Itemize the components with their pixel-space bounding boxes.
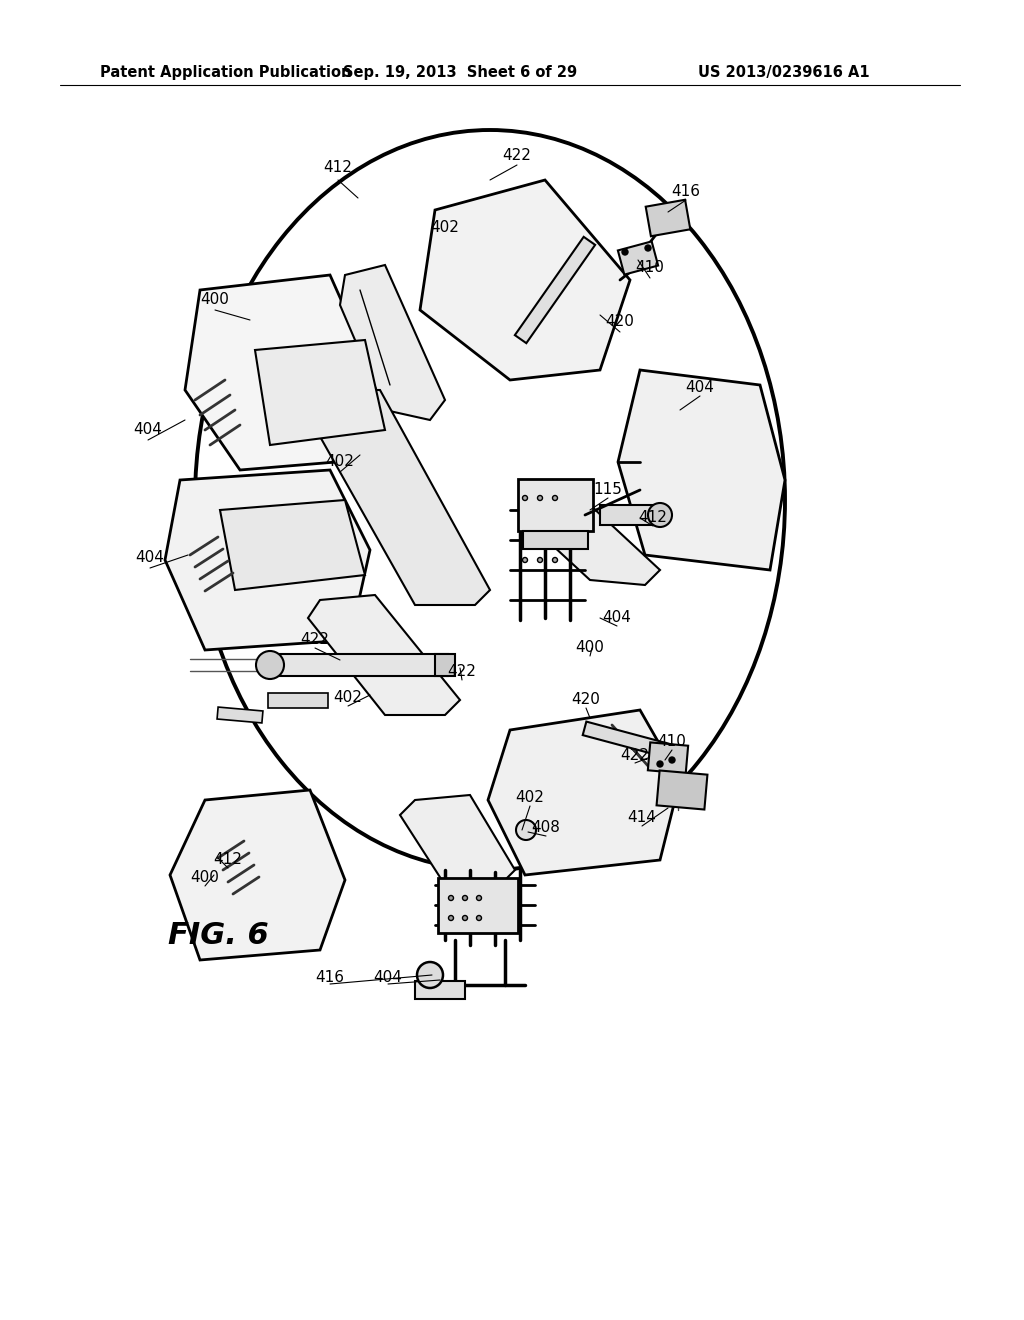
- Circle shape: [669, 756, 675, 763]
- Polygon shape: [170, 789, 345, 960]
- Circle shape: [522, 557, 527, 562]
- Text: Sep. 19, 2013  Sheet 6 of 29: Sep. 19, 2013 Sheet 6 of 29: [343, 65, 578, 79]
- Circle shape: [538, 557, 543, 562]
- Polygon shape: [600, 506, 660, 525]
- Polygon shape: [515, 236, 595, 343]
- Polygon shape: [268, 693, 328, 708]
- Polygon shape: [420, 180, 630, 380]
- Text: 412: 412: [214, 853, 243, 867]
- Text: 410: 410: [636, 260, 665, 276]
- Circle shape: [417, 962, 443, 987]
- Polygon shape: [517, 479, 593, 531]
- Text: 422: 422: [621, 747, 649, 763]
- Polygon shape: [488, 710, 680, 875]
- Polygon shape: [185, 275, 370, 470]
- Text: 402: 402: [334, 690, 362, 705]
- Text: 404: 404: [374, 970, 402, 986]
- Text: 404: 404: [685, 380, 715, 396]
- Circle shape: [463, 916, 468, 920]
- Text: 402: 402: [515, 791, 545, 805]
- Text: FIG. 6: FIG. 6: [168, 920, 268, 949]
- Text: 402: 402: [326, 454, 354, 470]
- Polygon shape: [415, 981, 465, 999]
- Polygon shape: [656, 771, 708, 809]
- Circle shape: [522, 495, 527, 500]
- Polygon shape: [220, 500, 365, 590]
- Polygon shape: [255, 341, 385, 445]
- Text: 402: 402: [430, 220, 460, 235]
- Text: 410: 410: [657, 734, 686, 750]
- Text: 400: 400: [190, 870, 219, 886]
- Text: 404: 404: [602, 610, 632, 626]
- Text: 422: 422: [447, 664, 476, 680]
- Circle shape: [476, 916, 481, 920]
- Text: 408: 408: [531, 821, 560, 836]
- Circle shape: [648, 503, 672, 527]
- Text: 404: 404: [135, 550, 165, 565]
- Text: 412: 412: [324, 161, 352, 176]
- Polygon shape: [583, 722, 673, 759]
- Text: 404: 404: [133, 422, 163, 437]
- Circle shape: [553, 557, 557, 562]
- Circle shape: [463, 895, 468, 900]
- Circle shape: [645, 246, 651, 251]
- Circle shape: [476, 895, 481, 900]
- Text: 115: 115: [594, 483, 623, 498]
- Polygon shape: [400, 795, 515, 884]
- Circle shape: [622, 249, 628, 255]
- Circle shape: [657, 762, 663, 767]
- Text: 414: 414: [628, 810, 656, 825]
- Polygon shape: [438, 878, 518, 932]
- Polygon shape: [617, 242, 658, 275]
- Circle shape: [449, 916, 454, 920]
- Text: 416: 416: [315, 970, 344, 986]
- Polygon shape: [435, 653, 455, 676]
- Polygon shape: [340, 265, 445, 420]
- Polygon shape: [525, 506, 660, 585]
- Text: 420: 420: [571, 693, 600, 708]
- Text: 416: 416: [672, 185, 700, 199]
- Circle shape: [553, 495, 557, 500]
- Text: US 2013/0239616 A1: US 2013/0239616 A1: [698, 65, 870, 79]
- Polygon shape: [272, 653, 447, 676]
- Text: 422: 422: [301, 632, 330, 648]
- Circle shape: [256, 651, 284, 678]
- Text: Patent Application Publication: Patent Application Publication: [100, 65, 351, 79]
- Polygon shape: [522, 531, 588, 549]
- Polygon shape: [648, 742, 688, 774]
- Text: 420: 420: [605, 314, 635, 330]
- Circle shape: [516, 820, 536, 840]
- Polygon shape: [618, 370, 785, 570]
- Polygon shape: [305, 389, 490, 605]
- Text: 412: 412: [639, 511, 668, 525]
- Text: 422: 422: [503, 148, 531, 162]
- Circle shape: [538, 495, 543, 500]
- Circle shape: [449, 895, 454, 900]
- Ellipse shape: [195, 129, 785, 870]
- Polygon shape: [217, 708, 263, 723]
- Text: 400: 400: [575, 640, 604, 656]
- Text: 400: 400: [201, 293, 229, 308]
- Polygon shape: [165, 470, 370, 649]
- Polygon shape: [308, 595, 460, 715]
- Polygon shape: [646, 199, 690, 236]
